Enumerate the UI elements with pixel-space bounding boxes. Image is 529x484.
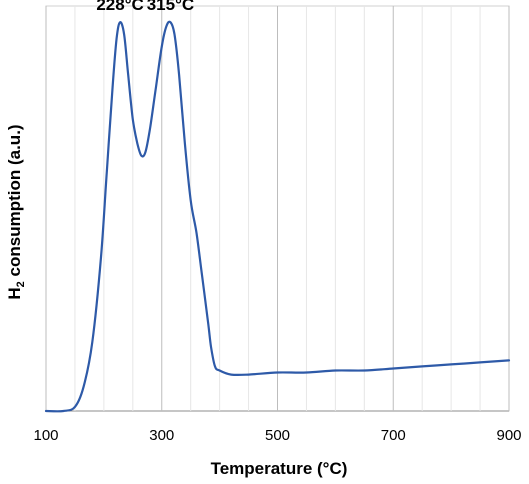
x-tick-label: 900	[496, 427, 521, 444]
x-tick-labels: 100 300 500 700 900	[33, 427, 521, 444]
gridlines	[45, 6, 510, 411]
series-layer	[44, 20, 511, 413]
x-axis-title: Temperature (°C)	[211, 459, 348, 478]
x-tick-label: 700	[381, 427, 406, 444]
h2-consumption-line	[44, 20, 511, 413]
peak-annotation: 315°C	[147, 0, 194, 14]
peak-annotations: 228°C 315°C	[96, 0, 194, 14]
x-tick-label: 300	[149, 427, 174, 444]
y-axis-title: H2 consumption (a.u.)	[5, 124, 27, 299]
x-tick-label: 100	[33, 427, 58, 444]
y-axis-title-rest: consumption (a.u.)	[5, 124, 24, 281]
x-tick-label: 500	[265, 427, 290, 444]
peak-annotation: 228°C	[96, 0, 143, 14]
y-axis-title-main: H	[5, 287, 24, 299]
y-axis-title-subscript: 2	[15, 281, 27, 287]
